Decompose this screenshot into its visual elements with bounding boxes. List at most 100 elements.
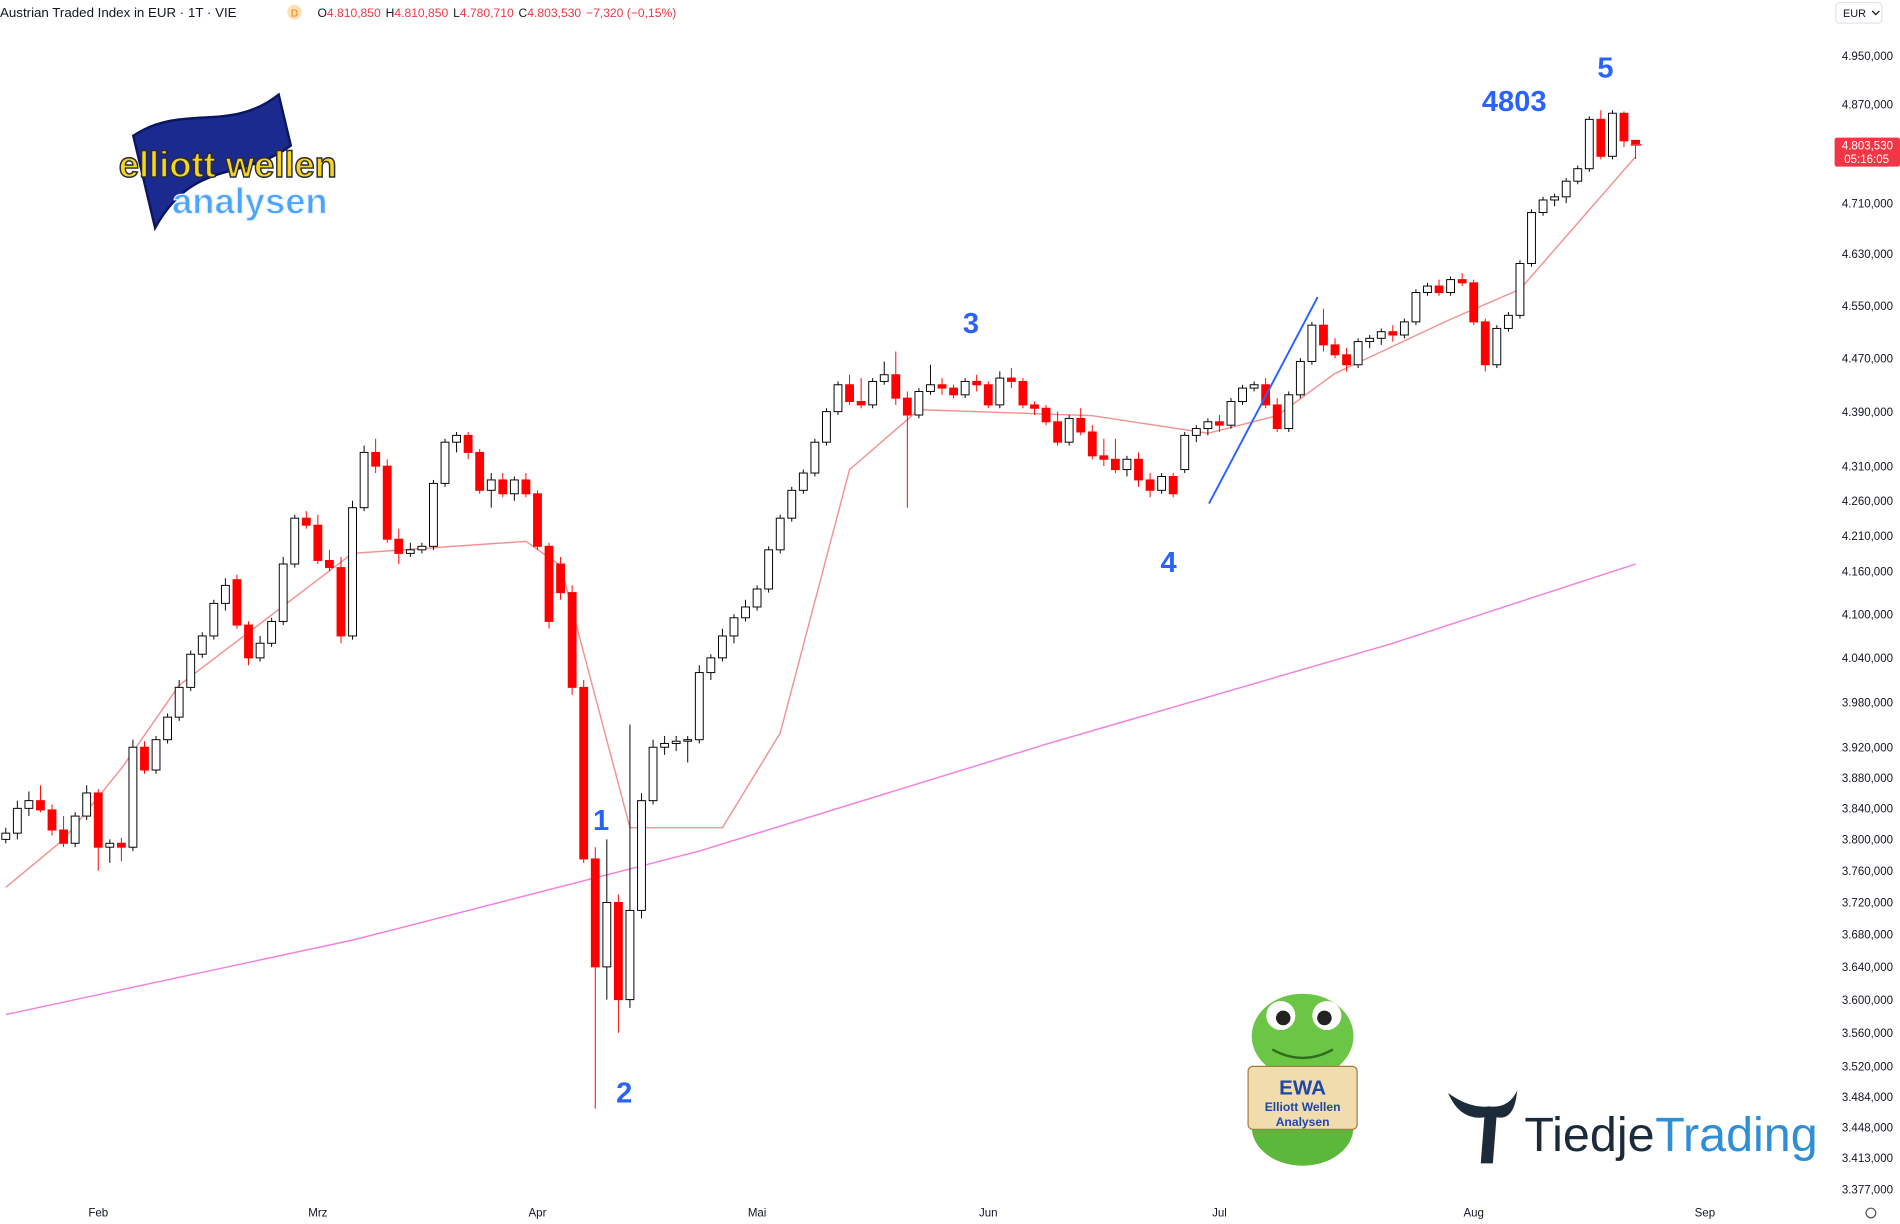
candle-body <box>24 800 34 809</box>
candle-body <box>1492 327 1502 366</box>
currency[interactable]: EUR <box>1843 8 1866 20</box>
x-tick-label: Feb <box>88 1208 108 1220</box>
candle-body <box>82 792 92 817</box>
settings-icon[interactable] <box>1865 1207 1877 1219</box>
mascot-line: Elliott Wellen <box>1265 1100 1341 1114</box>
candle-body <box>1399 321 1409 336</box>
candle-body <box>741 606 750 619</box>
wave-label: 4 <box>1160 547 1177 579</box>
candle-body <box>579 686 589 860</box>
candle-body <box>798 472 808 491</box>
candle-body <box>1550 196 1560 201</box>
candle-body <box>1145 479 1155 491</box>
candle-body <box>498 479 508 495</box>
candle-body <box>1411 292 1421 323</box>
candle-body <box>1053 421 1063 443</box>
y-tick-label: 3.840,000 <box>1842 804 1893 816</box>
candle-body <box>475 451 485 491</box>
candle-body <box>775 517 785 551</box>
candle-body <box>602 901 612 968</box>
candle-body <box>856 401 866 406</box>
candle-body <box>567 592 577 688</box>
candle-body <box>902 397 912 416</box>
ewa-text-bottom: analysen <box>172 180 328 221</box>
candle-body <box>36 800 45 811</box>
candle-body <box>244 624 253 659</box>
wave-label: 2 <box>616 1078 632 1110</box>
candle-body <box>267 620 277 644</box>
candle-body <box>1319 324 1328 346</box>
candle-body <box>1134 458 1143 481</box>
mascot-line: Analysen <box>1276 1115 1330 1129</box>
currency-caret[interactable] <box>1871 10 1880 16</box>
candle-body <box>1457 279 1467 284</box>
candle-body <box>1076 417 1086 433</box>
candle-body <box>1122 458 1132 471</box>
candle-body <box>197 635 207 655</box>
x-tick-label: Mrz <box>308 1208 327 1220</box>
candle-body <box>1215 421 1224 426</box>
candle-body <box>1110 458 1120 471</box>
candle-body <box>382 465 392 540</box>
y-tick-label: 4.210,000 <box>1842 531 1893 543</box>
candle-body <box>729 617 739 637</box>
wave-label: 1 <box>593 805 609 837</box>
candle-body <box>1191 428 1201 436</box>
y-tick-label: 3.560,000 <box>1842 1028 1893 1040</box>
candle-body <box>1087 431 1097 457</box>
candle-body <box>440 441 450 484</box>
y-tick-label: 3.880,000 <box>1842 773 1893 785</box>
candle-body <box>486 479 496 491</box>
candle-body <box>1596 118 1606 157</box>
candle-body <box>544 545 554 622</box>
currency-box[interactable] <box>1835 1 1883 24</box>
ohlc-key: H <box>386 6 395 20</box>
candle-body <box>209 602 219 637</box>
candle-body <box>140 746 149 771</box>
chart-title: Austrian Traded Index in EUR · 1T · VIE <box>0 5 237 20</box>
candle-body <box>1480 321 1490 366</box>
candle-body <box>1307 324 1317 362</box>
x-tick-label: Aug <box>1463 1208 1483 1220</box>
candle-body <box>509 479 519 495</box>
candle-body <box>463 434 473 453</box>
y-tick-label: 4.630,000 <box>1842 249 1893 261</box>
candle-body <box>533 493 542 547</box>
mascot: EWA Elliott Wellen Analysen <box>1247 993 1358 1166</box>
ohlc-value: 4.810,850 <box>327 6 381 20</box>
candle-body <box>671 740 681 744</box>
y-tick-label: 4.950,000 <box>1842 51 1893 63</box>
candle-body <box>405 549 415 554</box>
ewa-logo: elliott wellen analysen <box>118 92 338 232</box>
candle-body <box>429 482 438 547</box>
y-tick-label: 3.800,000 <box>1842 835 1893 847</box>
candle-body <box>879 374 889 382</box>
candle-body <box>1272 404 1282 430</box>
tiedje-logo: Tiedje Trading <box>1448 1090 1818 1164</box>
y-tick-label: 3.920,000 <box>1842 742 1893 754</box>
candle-body <box>717 635 727 659</box>
candle-body <box>1006 377 1016 382</box>
x-tick-label: Jun <box>979 1208 998 1220</box>
candle-body <box>336 567 346 637</box>
candle-body <box>845 384 854 403</box>
candle-body <box>1538 199 1548 214</box>
ohlc-key: L <box>453 6 460 20</box>
candle-body <box>59 829 68 844</box>
candle-body <box>787 489 797 519</box>
candle-body <box>105 842 115 848</box>
y-tick-label: 4.470,000 <box>1842 353 1893 365</box>
candle-body <box>417 545 427 551</box>
candle-body <box>1342 354 1351 366</box>
candle-body <box>521 479 531 495</box>
brand-a: Tiedje <box>1524 1108 1654 1162</box>
trendline <box>1208 296 1319 504</box>
candle-body <box>995 377 1005 406</box>
candle-body <box>1446 279 1456 294</box>
candle-body <box>1561 180 1571 198</box>
candle-body <box>1527 212 1536 264</box>
ohlc-value: 4.780,710 <box>460 6 514 20</box>
candle-body <box>1608 112 1617 157</box>
candle-body <box>972 380 982 386</box>
